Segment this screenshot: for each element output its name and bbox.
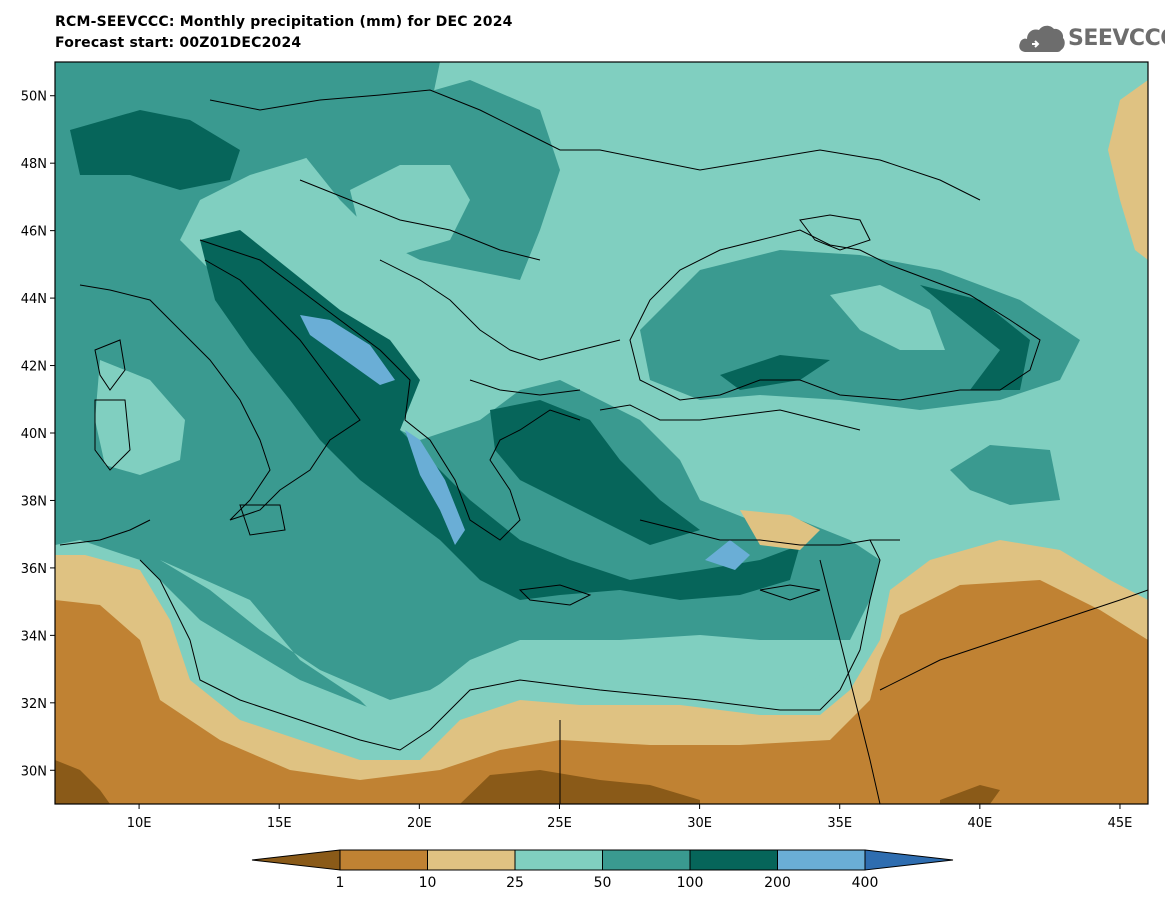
forecast-start: Forecast start: 00Z01DEC2024	[55, 35, 302, 51]
axis-ticks: 10E 15E 20E 25E 30E 35E 40E 45E 50N 48N 46N 44N 42N 4…	[21, 90, 1133, 831]
cloud-icon	[1019, 25, 1065, 52]
lon-tick-label: 45E	[1108, 816, 1133, 831]
colorbar-label: 50	[593, 875, 612, 891]
lat-tick-label: 42N	[21, 360, 47, 375]
field-100-200-caucasus	[920, 285, 1030, 390]
map-title: RCM-SEEVCCC: Monthly precipitation (mm) …	[55, 14, 513, 30]
lat-tick-label: 46N	[21, 225, 47, 240]
colorbar-swatch	[514, 849, 603, 871]
lat-tick-label: 38N	[21, 494, 47, 509]
lat-tick-label: 50N	[21, 90, 47, 105]
field-25-50-sardinia	[95, 360, 185, 475]
colorbar-label: 25	[506, 875, 524, 891]
field-10-25-east	[1108, 80, 1148, 260]
field-200-400-ionian	[405, 430, 465, 545]
lon-tick-label: 25E	[547, 816, 572, 831]
lon-tick-label: 15E	[267, 816, 292, 831]
lon-tick-label: 20E	[407, 816, 432, 831]
field-1-10-south	[55, 580, 1148, 804]
colorbar-over	[864, 849, 954, 871]
field-25-50-blacksea-center	[830, 285, 945, 350]
field-50-100-west	[55, 62, 880, 720]
field-200-400-dalmatia	[300, 315, 395, 385]
field-100-200-alps	[70, 110, 240, 190]
field-100-200-adriatic	[200, 230, 800, 600]
lat-tick-label: 30N	[21, 764, 47, 779]
colorbar-swatch	[339, 849, 428, 871]
field-50-100-turkey	[950, 445, 1060, 505]
field-100-200-aegean	[490, 400, 700, 545]
colorbar-label: 1	[335, 875, 345, 891]
lon-tick-label: 35E	[827, 816, 852, 831]
field-25-50-hungary	[350, 165, 470, 255]
colorbar-label: 200	[764, 875, 791, 891]
colorbar-label: 10	[418, 875, 437, 891]
colorbar-swatch	[689, 849, 778, 871]
lon-tick-label: 10E	[127, 816, 152, 831]
field-100-200-turkey-s	[720, 355, 830, 390]
logo-text: SEEVCCC	[1068, 26, 1165, 51]
colorbar-swatch	[777, 849, 866, 871]
colorbar-label: 400	[851, 875, 879, 891]
colorbar-swatch	[602, 849, 691, 871]
colorbar	[251, 849, 954, 871]
lat-tick-label: 40N	[21, 427, 47, 442]
field-25-50-libya	[160, 560, 840, 740]
lon-tick-label: 30E	[687, 816, 712, 831]
field-200-400-taurus	[705, 540, 750, 570]
lat-tick-label: 34N	[21, 629, 47, 644]
lat-tick-label: 48N	[21, 157, 47, 172]
colorbar-under	[251, 849, 341, 871]
lat-tick-label: 36N	[21, 562, 47, 577]
lat-tick-label: 32N	[21, 697, 47, 712]
seevccc-logo: SEEVCCC	[1018, 20, 1165, 56]
coastlines	[59, 89, 1148, 804]
colorbar-swatch	[427, 849, 516, 871]
field-lt1-south	[55, 760, 1000, 804]
colorbar-label: 100	[676, 875, 704, 891]
lat-tick-label: 44N	[21, 292, 47, 307]
lon-tick-label: 40E	[967, 816, 992, 831]
